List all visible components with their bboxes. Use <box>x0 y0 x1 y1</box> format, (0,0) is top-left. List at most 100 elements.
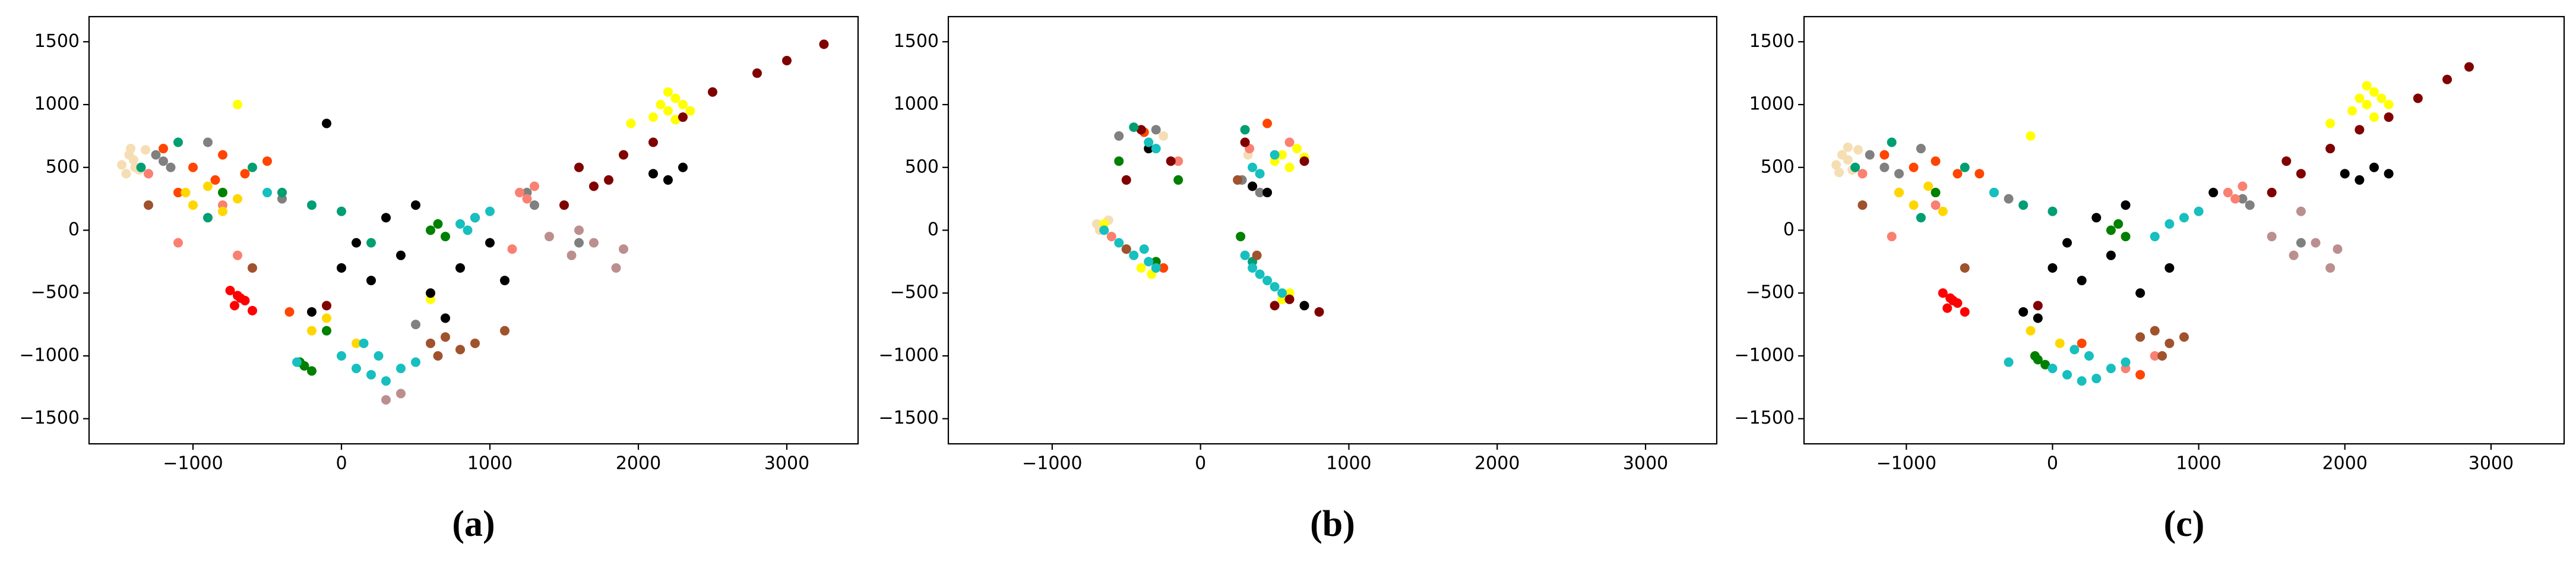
point <box>426 338 435 348</box>
point <box>307 200 317 210</box>
y-tick-label: −1500 <box>879 408 939 428</box>
point <box>188 200 198 210</box>
y-tick-label: 500 <box>905 156 939 177</box>
point <box>1248 181 1258 191</box>
point <box>262 156 272 166</box>
point <box>441 232 450 242</box>
point <box>1099 225 1109 235</box>
point <box>1136 125 1146 135</box>
point <box>2150 326 2160 336</box>
point <box>1960 263 1970 273</box>
y-tick-label: 1500 <box>1749 31 1795 52</box>
point <box>2004 194 2014 204</box>
point <box>396 250 406 260</box>
point <box>500 276 509 286</box>
point <box>374 351 384 361</box>
point <box>322 326 331 336</box>
point <box>307 326 317 336</box>
point <box>337 263 346 273</box>
point <box>203 181 213 191</box>
point <box>1139 244 1149 254</box>
point <box>1144 257 1154 267</box>
point <box>2333 244 2343 254</box>
point <box>126 144 135 154</box>
point <box>352 238 361 248</box>
point <box>1879 162 1890 172</box>
point <box>455 345 465 355</box>
panel-caption: (a) <box>452 504 495 544</box>
point <box>574 162 584 172</box>
point <box>819 39 829 49</box>
point <box>136 162 146 172</box>
point <box>117 160 126 170</box>
y-tick-label: 1000 <box>1749 94 1795 115</box>
point <box>2362 81 2372 91</box>
point <box>1960 307 1970 317</box>
point <box>233 250 242 260</box>
point <box>522 194 532 204</box>
point <box>752 68 762 78</box>
point <box>463 225 473 235</box>
x-tick-label: 0 <box>2047 453 2058 474</box>
x-tick-label: −1000 <box>1876 453 1936 474</box>
y-tick-label: 0 <box>68 219 80 240</box>
point <box>1270 150 1280 160</box>
point <box>1277 150 1287 160</box>
point <box>159 144 168 154</box>
point <box>2369 112 2379 122</box>
point <box>411 320 420 330</box>
point <box>1853 145 1863 155</box>
point <box>381 376 391 386</box>
point <box>248 162 257 172</box>
point <box>337 351 346 361</box>
point <box>1299 301 1309 311</box>
axes-frame <box>88 15 859 445</box>
y-tick-label: 500 <box>46 156 80 177</box>
point <box>1277 288 1287 298</box>
point <box>1255 269 1265 279</box>
point <box>1262 118 1273 128</box>
point <box>455 219 465 229</box>
point <box>1843 155 1853 165</box>
point <box>2004 357 2014 367</box>
point <box>2106 250 2116 260</box>
point <box>648 112 658 122</box>
point <box>670 93 681 103</box>
point <box>1159 131 1169 141</box>
point <box>2150 232 2160 242</box>
point <box>1887 137 1897 147</box>
point <box>173 188 183 198</box>
point <box>2164 219 2175 229</box>
x-tick-label: 2000 <box>1474 453 1520 474</box>
point <box>144 200 153 210</box>
point <box>411 200 420 210</box>
point <box>2281 156 2292 166</box>
point <box>678 162 688 172</box>
x-tick-label: 1000 <box>1326 453 1371 474</box>
point <box>1284 137 1295 147</box>
point <box>1255 169 1265 179</box>
point <box>141 145 150 155</box>
point <box>485 206 495 216</box>
point <box>2238 181 2248 191</box>
point <box>2296 238 2306 248</box>
point <box>1938 288 1948 298</box>
point <box>2069 345 2080 355</box>
point <box>2077 338 2087 348</box>
point <box>277 188 287 198</box>
point <box>1831 160 1841 170</box>
point <box>1916 144 1926 154</box>
y-tick-label: 500 <box>1761 156 1795 177</box>
point <box>441 313 450 323</box>
point <box>1114 156 1124 166</box>
point <box>1144 137 1154 147</box>
point <box>2077 376 2087 386</box>
point <box>1252 250 1262 260</box>
x-tick-label: 3000 <box>1623 453 1668 474</box>
point <box>648 169 658 179</box>
point <box>366 370 376 380</box>
point <box>2311 238 2321 248</box>
point <box>1136 263 1146 273</box>
point <box>574 238 584 248</box>
point <box>2106 225 2116 235</box>
